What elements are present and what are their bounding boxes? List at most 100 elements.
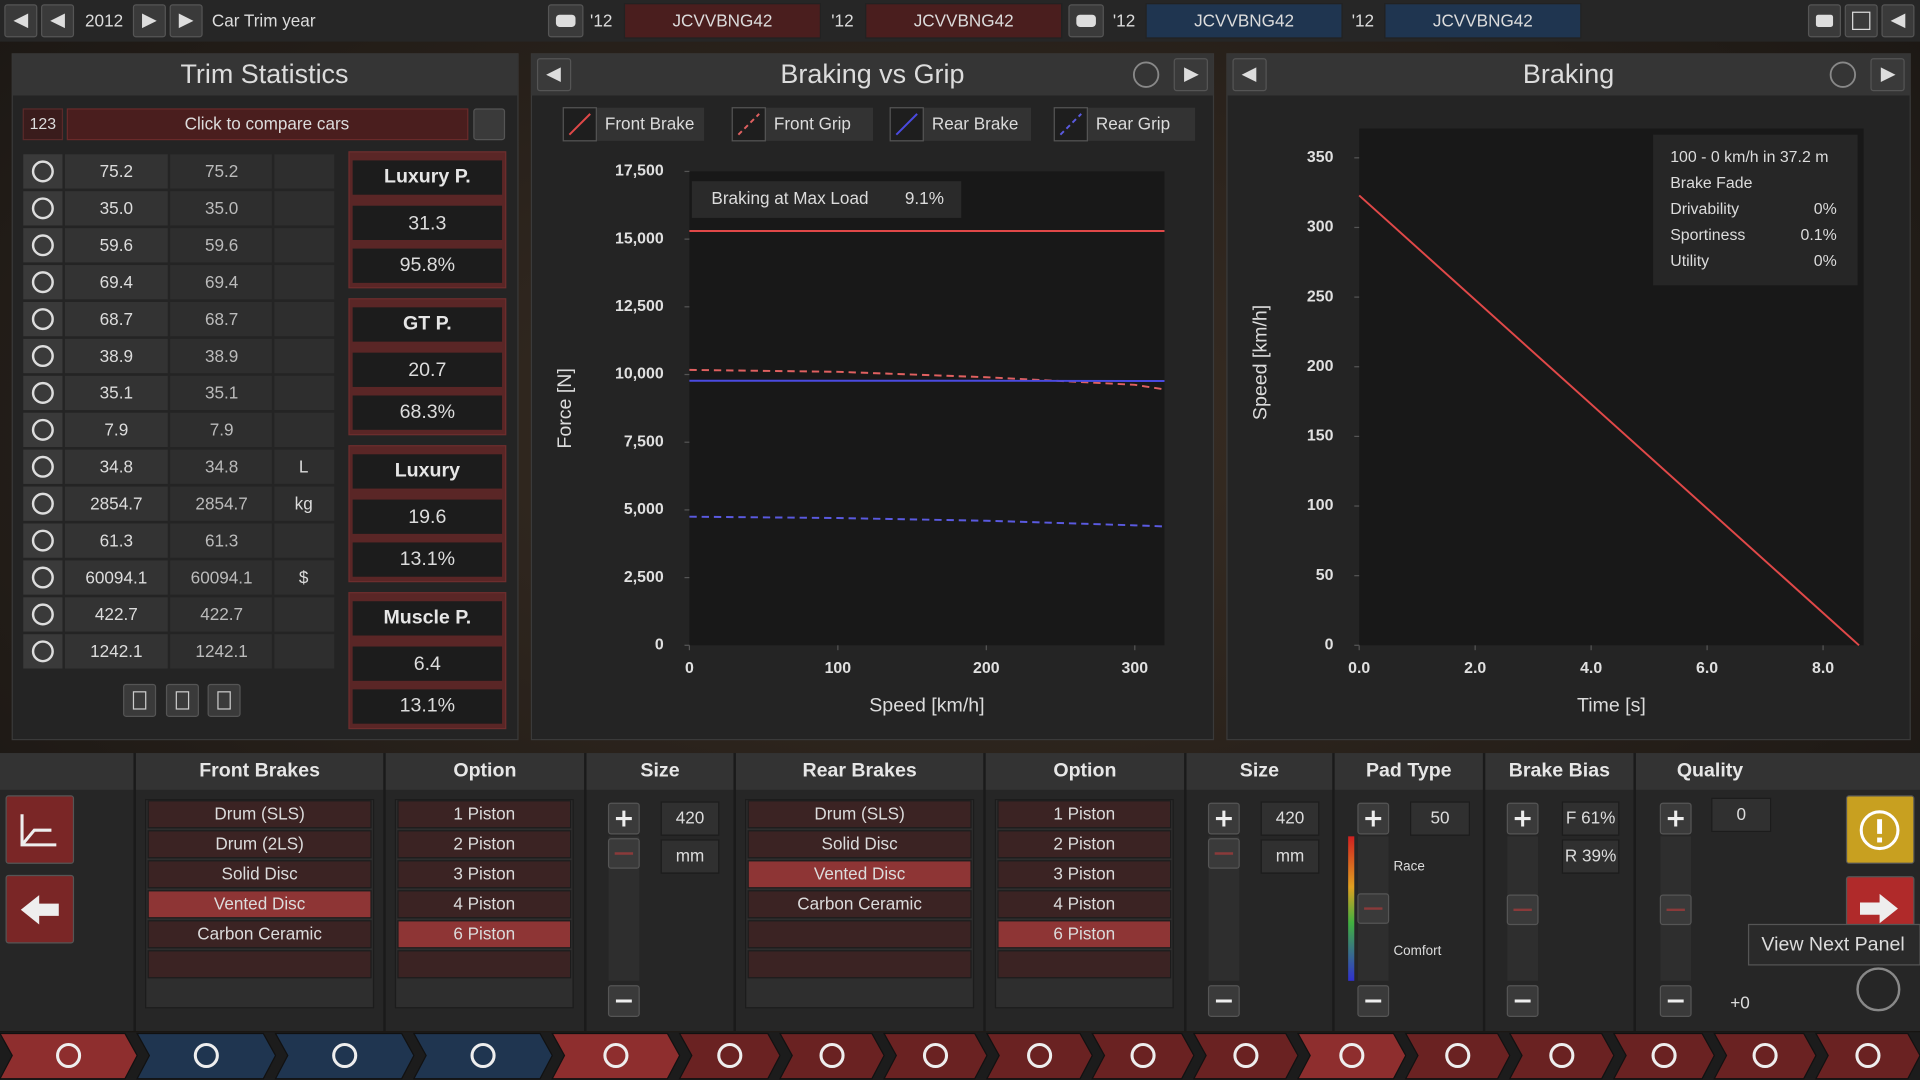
option-item[interactable] (747, 830, 972, 859)
x-tick-label: 6.0 (1696, 660, 1718, 677)
stat-compare-value: 35.0 (205, 198, 238, 218)
nav-tab[interactable] (1192, 1032, 1299, 1080)
stat-unit-cell (274, 523, 335, 558)
stat-unit-cell (274, 228, 335, 263)
option-label: Vented Disc (814, 863, 906, 883)
option-label: 4 Piston (453, 893, 515, 913)
grid-button[interactable] (1844, 4, 1878, 38)
score-value: 6.4 (414, 653, 441, 675)
tool-button[interactable] (207, 683, 241, 717)
tooltip-text: View Next Panel (1761, 933, 1904, 955)
score-value: 31.3 (408, 212, 446, 234)
compare-icon-button[interactable] (473, 108, 506, 141)
stat-icon-cell (23, 486, 63, 521)
value-box (660, 839, 720, 874)
stat-cell (64, 375, 168, 411)
option-item[interactable] (147, 920, 372, 949)
option-item[interactable] (997, 920, 1172, 949)
option-item[interactable] (747, 800, 972, 829)
plus-icon (615, 810, 632, 827)
option-item[interactable] (747, 890, 972, 919)
option-item[interactable] (397, 890, 572, 919)
option-item[interactable] (997, 890, 1172, 919)
nav-tab[interactable] (1612, 1032, 1715, 1080)
info-box (1653, 134, 1858, 286)
option-item[interactable] (147, 830, 372, 859)
tool-button[interactable] (165, 683, 199, 717)
stat-icon-cell (23, 597, 63, 632)
option-item[interactable] (397, 860, 572, 889)
option-item[interactable] (147, 890, 372, 919)
option-item[interactable] (997, 830, 1172, 859)
arrow-icon (50, 13, 65, 29)
year: 2012 (85, 11, 123, 31)
slot-box[interactable] (623, 3, 822, 39)
nav-tab[interactable] (1713, 1032, 1817, 1080)
stat-unit-cell (274, 486, 335, 521)
option-item[interactable] (397, 920, 572, 949)
stat-cell (170, 634, 272, 669)
help-icon (1829, 61, 1857, 88)
nav-tab[interactable] (883, 1032, 988, 1080)
stat-cell (170, 265, 272, 300)
column-header: Option (1053, 760, 1116, 782)
compare-button[interactable] (66, 108, 469, 141)
tool-button[interactable] (123, 683, 157, 717)
option-item[interactable] (147, 860, 372, 889)
series-line (689, 515, 1165, 528)
x-tick-label: 0 (685, 660, 694, 677)
panel-header (531, 53, 1214, 96)
stat-icon (31, 160, 54, 183)
pad-low-label: Comfort (1393, 943, 1441, 958)
stat-cell (170, 191, 272, 226)
arrow-icon (1241, 67, 1257, 83)
warning-icon (1859, 810, 1900, 851)
option-item[interactable] (397, 830, 572, 859)
stat-value: 69.4 (100, 272, 134, 292)
legend-label: Front Grip (774, 113, 851, 133)
nav-tab-icon (1027, 1042, 1053, 1069)
stat-cell (64, 449, 168, 484)
slot-year: '12 (1352, 11, 1374, 31)
nav-tab[interactable] (1404, 1032, 1511, 1080)
stat-cell (170, 154, 272, 189)
nav-tab[interactable] (1508, 1032, 1615, 1080)
nav-tab[interactable] (1296, 1032, 1407, 1080)
legend-label: Rear Brake (932, 113, 1019, 133)
option-item[interactable] (747, 860, 972, 889)
score-percent: 95.8% (400, 254, 456, 276)
tool-icon (132, 691, 147, 710)
option-item[interactable] (397, 800, 572, 829)
nav-tab[interactable] (678, 1032, 781, 1080)
option-label: 6 Piston (1053, 923, 1115, 943)
slot-box[interactable] (1384, 3, 1582, 39)
stat-unit-cell (274, 154, 335, 189)
option-item[interactable] (997, 860, 1172, 889)
stat-icon (31, 640, 54, 663)
arrow-icon (142, 13, 157, 29)
nav-tab[interactable] (778, 1032, 885, 1080)
nav-tab[interactable] (274, 1032, 415, 1080)
annotation-label: Braking at Max Load (711, 188, 868, 208)
quality-modifier: +0 (1730, 993, 1750, 1013)
stat-cell (64, 191, 168, 226)
option-label: Vented Disc (214, 893, 306, 913)
nav-tab[interactable] (136, 1032, 277, 1080)
stat-cell (170, 523, 272, 558)
pad-gradient (1348, 836, 1355, 981)
nav-tab[interactable] (551, 1032, 681, 1080)
score-box (352, 542, 503, 577)
option-item[interactable] (147, 800, 372, 829)
nav-tab[interactable] (1814, 1032, 1920, 1080)
stat-unit-cell (274, 449, 335, 484)
slot-box[interactable] (865, 3, 1063, 39)
option-item[interactable] (997, 800, 1172, 829)
nav-tab[interactable] (1091, 1032, 1195, 1080)
chart-title: Braking vs Grip (780, 59, 964, 89)
option-label: 2 Piston (1053, 833, 1115, 853)
nav-tab[interactable] (985, 1032, 1093, 1080)
stat-compare-value: 422.7 (200, 604, 243, 624)
nav-tab[interactable] (412, 1032, 553, 1080)
nav-tab[interactable] (0, 1032, 138, 1080)
slot-box[interactable] (1145, 3, 1343, 39)
